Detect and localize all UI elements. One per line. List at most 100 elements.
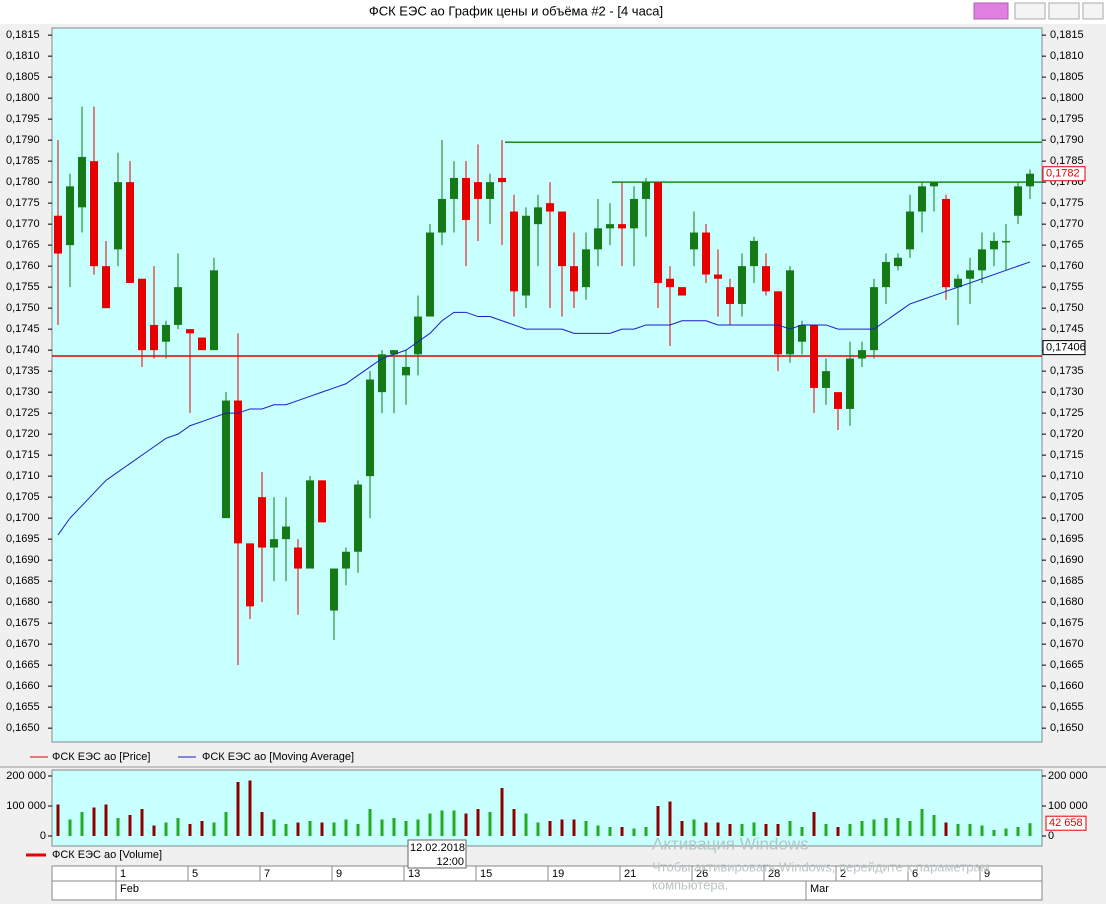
candle-body bbox=[978, 249, 986, 271]
y-tick-label: 0,1770 bbox=[1050, 218, 1084, 230]
date-label: 26 bbox=[696, 868, 708, 880]
y-tick-label: 0,1755 bbox=[1050, 281, 1084, 293]
current-value-label: 0,17406 bbox=[1046, 342, 1086, 354]
candle-body bbox=[966, 270, 974, 279]
candle-body bbox=[618, 224, 626, 229]
date-label: 7 bbox=[264, 868, 270, 880]
y-tick-label: 0,1690 bbox=[6, 554, 40, 566]
candle-body bbox=[1026, 173, 1034, 187]
candle-body bbox=[366, 379, 374, 477]
volume-bar bbox=[800, 827, 804, 836]
candle-body bbox=[246, 543, 254, 607]
candle-body bbox=[1014, 186, 1022, 216]
date-label: 21 bbox=[624, 868, 636, 880]
volume-bar bbox=[836, 827, 840, 836]
candle-body bbox=[318, 480, 326, 523]
current-value-box bbox=[1042, 340, 1086, 356]
candle-body bbox=[438, 198, 446, 233]
y-tick-label: 0,1655 bbox=[6, 701, 40, 713]
y-tick-label: 0,1735 bbox=[6, 365, 40, 377]
candle-body bbox=[510, 211, 518, 292]
volume-bar bbox=[584, 821, 588, 836]
volume-bar bbox=[440, 810, 444, 836]
candle-body bbox=[450, 177, 458, 199]
candle-body bbox=[162, 324, 170, 342]
volume-bar bbox=[344, 819, 348, 836]
volume-bar bbox=[848, 824, 852, 836]
candle-body bbox=[54, 215, 62, 254]
volume-bar bbox=[644, 827, 648, 836]
volume-bar bbox=[776, 824, 780, 836]
y-tick-label: 0,1715 bbox=[1050, 449, 1084, 461]
candle-body bbox=[654, 182, 662, 283]
y-tick-label: 0,1680 bbox=[1050, 596, 1084, 608]
y-tick-label: 0,1785 bbox=[1050, 155, 1084, 167]
date-tooltip bbox=[407, 839, 467, 869]
volume-bar bbox=[596, 825, 600, 836]
close-button[interactable] bbox=[1082, 2, 1104, 20]
candle-body bbox=[174, 287, 182, 325]
volume-bar bbox=[272, 819, 276, 836]
y-tick-label: 0,1735 bbox=[1050, 365, 1084, 377]
volume-bar bbox=[968, 824, 972, 836]
y-tick-label: 0,1720 bbox=[6, 428, 40, 440]
y-tick-label: 0,1685 bbox=[1050, 575, 1084, 587]
pin-button[interactable] bbox=[973, 2, 1009, 20]
volume-bar bbox=[452, 810, 456, 836]
watermark-text: компьютера. bbox=[652, 877, 728, 892]
candle-body bbox=[678, 287, 686, 296]
y-tick-label: 0,1740 bbox=[6, 344, 40, 356]
volume-bar bbox=[620, 827, 624, 836]
volume-bar bbox=[1004, 828, 1008, 836]
y-tick-label: 200 000 bbox=[1048, 770, 1088, 782]
volume-bar bbox=[428, 813, 432, 836]
y-tick-label: 0,1650 bbox=[6, 722, 40, 734]
date-label: 9 bbox=[984, 868, 990, 880]
y-tick-label: 0,1810 bbox=[6, 50, 40, 62]
volume-bar bbox=[500, 788, 504, 836]
candle-body bbox=[390, 350, 398, 355]
candle-body bbox=[306, 480, 314, 569]
volume-bar bbox=[1016, 827, 1020, 836]
candle-body bbox=[330, 568, 338, 611]
y-tick-label: 0,1655 bbox=[1050, 701, 1084, 713]
volume-bar bbox=[728, 824, 732, 836]
volume-bar bbox=[260, 812, 264, 836]
y-tick-label: 0,1685 bbox=[6, 575, 40, 587]
volume-bar bbox=[884, 818, 888, 836]
y-tick-label: 0,1795 bbox=[1050, 113, 1084, 125]
candle-body bbox=[930, 182, 938, 187]
y-tick-label: 0,1715 bbox=[6, 449, 40, 461]
candle-body bbox=[378, 354, 386, 393]
candle-body bbox=[258, 497, 266, 548]
volume-bar bbox=[116, 818, 120, 836]
volume-bar bbox=[56, 804, 60, 836]
volume-bar bbox=[356, 824, 360, 836]
volume-bar bbox=[956, 824, 960, 836]
y-tick-label: 200 000 bbox=[6, 770, 46, 782]
minimize-button[interactable] bbox=[1014, 2, 1046, 20]
candle-body bbox=[834, 392, 842, 409]
volume-bar bbox=[464, 813, 468, 836]
month-label: Mar bbox=[810, 883, 829, 895]
y-tick-label: 0,1780 bbox=[6, 176, 40, 188]
current-value-label: 42 658 bbox=[1049, 817, 1083, 829]
candle-body bbox=[630, 198, 638, 229]
volume-bar bbox=[908, 821, 912, 836]
volume-bar bbox=[416, 819, 420, 836]
candle-body bbox=[954, 278, 962, 288]
volume-bar bbox=[668, 801, 672, 836]
watermark-title: Активация Windows bbox=[652, 834, 809, 853]
volume-bar bbox=[536, 822, 540, 836]
candle-body bbox=[582, 249, 590, 288]
volume-bar bbox=[224, 812, 228, 836]
y-tick-label: 0,1795 bbox=[6, 113, 40, 125]
candle-body bbox=[150, 324, 158, 351]
y-tick-label: 0,1705 bbox=[6, 491, 40, 503]
y-tick-label: 0,1745 bbox=[6, 323, 40, 335]
maximize-button[interactable] bbox=[1048, 2, 1080, 20]
y-tick-label: 0,1660 bbox=[1050, 680, 1084, 692]
y-tick-label: 0,1710 bbox=[1050, 470, 1084, 482]
y-tick-label: 0,1800 bbox=[6, 92, 40, 104]
